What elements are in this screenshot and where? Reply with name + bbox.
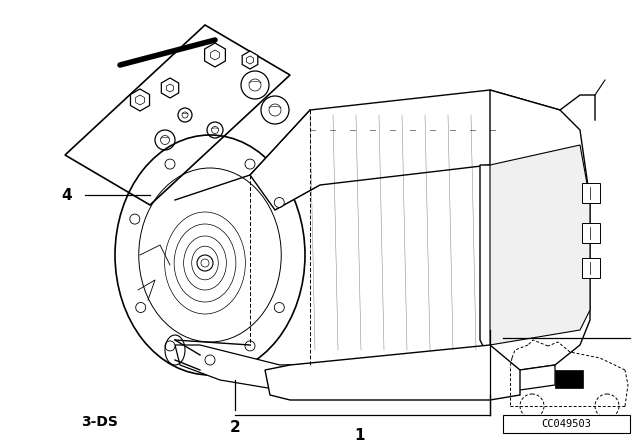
Circle shape xyxy=(245,159,255,169)
Circle shape xyxy=(245,341,255,351)
Circle shape xyxy=(178,108,192,122)
Circle shape xyxy=(205,355,215,365)
Polygon shape xyxy=(490,145,590,345)
Text: 2: 2 xyxy=(230,420,241,435)
Circle shape xyxy=(275,302,284,313)
Polygon shape xyxy=(582,223,600,243)
Polygon shape xyxy=(205,43,225,67)
Bar xyxy=(503,415,630,433)
Circle shape xyxy=(197,255,213,271)
Text: 3-DS: 3-DS xyxy=(81,415,118,429)
Polygon shape xyxy=(582,258,600,278)
Circle shape xyxy=(136,302,146,313)
Circle shape xyxy=(275,198,284,207)
Text: 1: 1 xyxy=(355,428,365,443)
Polygon shape xyxy=(242,51,258,69)
Polygon shape xyxy=(480,90,590,370)
Circle shape xyxy=(130,214,140,224)
Polygon shape xyxy=(582,183,600,203)
Polygon shape xyxy=(265,345,520,400)
Polygon shape xyxy=(250,90,570,210)
Text: 4: 4 xyxy=(61,188,72,202)
Circle shape xyxy=(165,341,175,351)
Bar xyxy=(555,370,583,388)
Circle shape xyxy=(155,130,175,150)
Circle shape xyxy=(261,96,289,124)
Circle shape xyxy=(165,159,175,169)
Text: CC049503: CC049503 xyxy=(541,419,591,429)
Polygon shape xyxy=(131,89,150,111)
Polygon shape xyxy=(161,78,179,98)
Polygon shape xyxy=(175,345,555,390)
Circle shape xyxy=(241,71,269,99)
Circle shape xyxy=(207,122,223,138)
